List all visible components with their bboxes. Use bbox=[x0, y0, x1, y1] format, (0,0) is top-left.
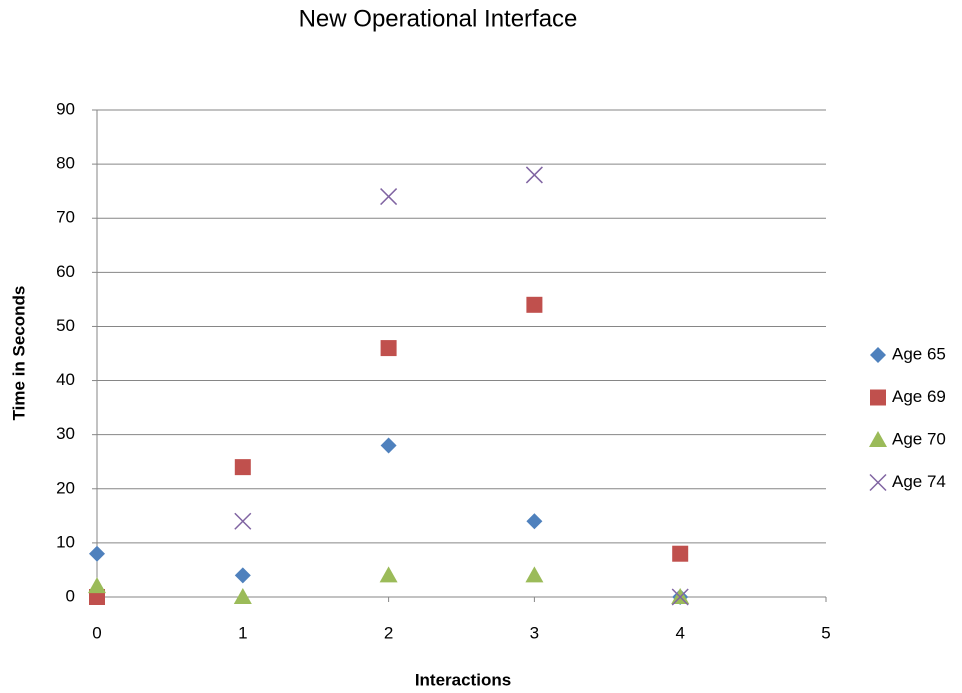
point bbox=[234, 567, 251, 584]
x-tick-label: 3 bbox=[530, 623, 539, 642]
legend-marker bbox=[869, 473, 887, 492]
legend-label: Age 65 bbox=[892, 344, 946, 363]
x-tick-label: 4 bbox=[675, 623, 684, 642]
legend-label: Age 74 bbox=[892, 472, 946, 491]
point bbox=[526, 513, 543, 530]
chart-title: New Operational Interface bbox=[299, 5, 578, 32]
y-tick-label: 90 bbox=[56, 99, 75, 118]
legend-marker bbox=[870, 389, 886, 406]
legend-marker bbox=[869, 431, 887, 447]
x-tick-label: 5 bbox=[821, 623, 830, 642]
point bbox=[525, 166, 543, 184]
y-axis-title: Time in Seconds bbox=[9, 286, 28, 421]
point bbox=[234, 459, 251, 476]
legend-label: Age 70 bbox=[892, 429, 946, 448]
point bbox=[234, 512, 252, 530]
legend-label: Age 69 bbox=[892, 387, 946, 406]
point bbox=[379, 566, 398, 583]
y-tick-label: 10 bbox=[56, 532, 75, 551]
x-tick-label: 2 bbox=[384, 623, 393, 642]
legend-marker bbox=[870, 347, 886, 363]
point bbox=[526, 296, 543, 313]
y-tick-label: 0 bbox=[66, 586, 75, 605]
y-tick-label: 50 bbox=[56, 316, 75, 335]
point bbox=[233, 588, 252, 604]
point bbox=[671, 588, 689, 606]
x-axis-title: Interactions bbox=[415, 670, 511, 689]
point bbox=[525, 566, 544, 583]
y-tick-label: 80 bbox=[56, 154, 75, 173]
point bbox=[380, 340, 397, 357]
point bbox=[88, 577, 106, 594]
x-tick-label: 0 bbox=[92, 623, 101, 642]
point bbox=[89, 545, 105, 562]
point bbox=[380, 188, 398, 206]
y-tick-label: 30 bbox=[56, 424, 75, 443]
y-tick-label: 20 bbox=[56, 478, 75, 497]
y-tick-label: 60 bbox=[56, 262, 75, 281]
x-tick-label: 1 bbox=[238, 623, 247, 642]
point bbox=[380, 437, 397, 454]
point bbox=[672, 545, 689, 562]
y-tick-label: 70 bbox=[56, 208, 75, 227]
y-tick-label: 40 bbox=[56, 370, 75, 389]
